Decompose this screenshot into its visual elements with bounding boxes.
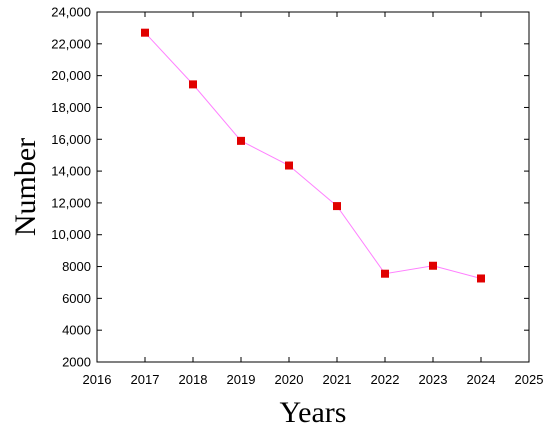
x-tick-label: 2019 bbox=[227, 372, 256, 387]
x-tick-label: 2020 bbox=[275, 372, 304, 387]
series-line bbox=[144, 32, 482, 279]
x-tick-label: 2022 bbox=[371, 372, 400, 387]
x-tick-label: 2024 bbox=[467, 372, 496, 387]
data-point-2018 bbox=[189, 80, 197, 89]
y-tick-label: 18,000 bbox=[51, 100, 91, 115]
y-tick-label: 22,000 bbox=[51, 36, 91, 51]
data-point-2023 bbox=[429, 261, 437, 270]
data-point-2019 bbox=[237, 136, 245, 145]
x-axis-title: Years bbox=[280, 396, 347, 429]
y-tick-label: 20,000 bbox=[51, 68, 91, 83]
y-tick-label: 12,000 bbox=[51, 195, 91, 210]
x-tick-label: 2023 bbox=[419, 372, 448, 387]
data-point-2021 bbox=[333, 202, 341, 211]
x-tick-label: 2018 bbox=[179, 372, 208, 387]
data-point-2020 bbox=[285, 161, 293, 170]
x-axis: 2016 2017 2018 2019 2020 2021 2022 2023 2024 2025 bbox=[83, 12, 544, 387]
data-point-2022 bbox=[381, 269, 389, 278]
x-tick-label: 2016 bbox=[83, 372, 112, 387]
y-tick-label: 8000 bbox=[62, 259, 91, 274]
data-point-2017 bbox=[141, 28, 149, 37]
x-tick-label: 2021 bbox=[323, 372, 352, 387]
y-tick-label: 2000 bbox=[62, 355, 91, 370]
y-axis-title: Number bbox=[9, 138, 42, 236]
y-tick-label: 4000 bbox=[62, 323, 91, 338]
x-tick-label: 2017 bbox=[131, 372, 160, 387]
y-tick-label: 16,000 bbox=[51, 132, 91, 147]
y-tick-label: 24,000 bbox=[51, 5, 91, 20]
plot-area bbox=[96, 11, 530, 363]
y-axis: 2000 4000 6000 8000 10,000 12,000 14,000 16,000… bbox=[51, 5, 529, 370]
x-tick-label: 2025 bbox=[515, 372, 544, 387]
y-tick-label: 14,000 bbox=[51, 164, 91, 179]
y-tick-label: 10,000 bbox=[51, 227, 91, 242]
series-group bbox=[141, 28, 485, 283]
y-tick-label: 6000 bbox=[62, 291, 91, 306]
plot-frame bbox=[96, 11, 530, 363]
data-point-2024 bbox=[477, 274, 485, 283]
